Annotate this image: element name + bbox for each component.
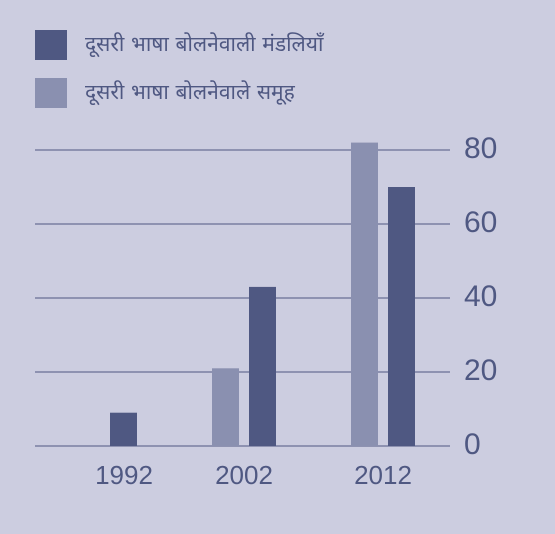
legend-swatch xyxy=(35,78,67,108)
x-tick-label: 1992 xyxy=(95,460,153,490)
y-tick-label: 80 xyxy=(464,132,497,165)
legend-label: दूसरी भाषा बोलनेवाली मंडलियाँ xyxy=(85,32,324,58)
y-tick-label: 0 xyxy=(464,428,481,461)
legend-swatch xyxy=(35,30,67,60)
bar xyxy=(110,412,137,446)
bar xyxy=(351,142,378,446)
y-tick-label: 20 xyxy=(464,354,497,387)
x-tick-label: 2012 xyxy=(354,460,412,490)
bar xyxy=(388,187,415,446)
y-tick-label: 60 xyxy=(464,206,497,239)
legend-label: दूसरी भाषा बोलनेवाले समूह xyxy=(85,80,296,106)
bar xyxy=(212,368,239,446)
y-tick-label: 40 xyxy=(464,280,497,313)
bar xyxy=(249,286,276,446)
x-tick-label: 2002 xyxy=(215,460,273,490)
